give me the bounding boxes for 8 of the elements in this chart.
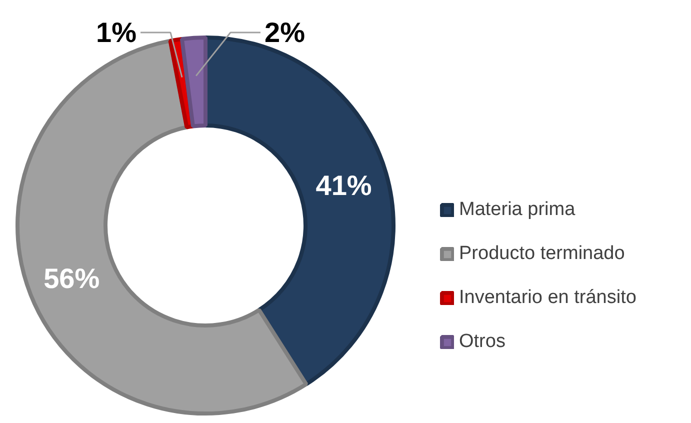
data-label: 1% [96,17,137,48]
data-label: 41% [316,170,372,201]
legend-label: Materia prima [459,199,576,221]
data-label: 56% [44,263,100,294]
legend-label: Inventario en tránsito [459,287,636,309]
data-label: 2% [264,17,306,48]
legend-label: Otros [459,331,506,353]
legend-label: Producto terminado [459,243,625,265]
